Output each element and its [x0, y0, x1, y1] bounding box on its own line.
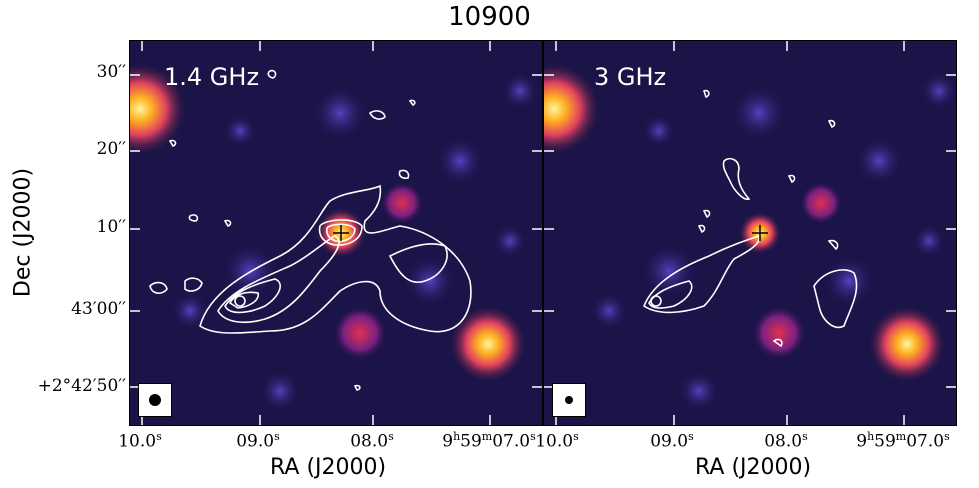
- xtick-label: 9h59m07.0s: [856, 430, 950, 452]
- xtick-label: 10.0s: [118, 430, 162, 452]
- xtick-label: 09.0s: [236, 430, 280, 452]
- panel-label: 3 GHz: [594, 63, 667, 91]
- y-axis-label: Dec (J2000): [10, 167, 36, 298]
- bright-source-bottomright: [448, 304, 528, 384]
- plus-marker-right: [752, 225, 768, 241]
- radio-image-left: [130, 41, 542, 425]
- contours-left: [149, 69, 472, 391]
- xtick-label: 10.0s: [535, 430, 579, 452]
- ytick-label: 20′′: [96, 139, 126, 159]
- x-axis-label-left: RA (J2000): [270, 455, 387, 480]
- plus-marker-left: [333, 225, 349, 241]
- bright-source-topleft: [130, 61, 188, 157]
- ytick-label: 43′00′′: [71, 299, 126, 319]
- beam-indicator: [138, 383, 172, 417]
- contours-right: [643, 89, 858, 348]
- ytick-label: +2°42′50′′: [37, 376, 126, 396]
- bright-source-topleft: [544, 61, 602, 157]
- ytick-label: 30′′: [96, 62, 126, 82]
- beam-ellipse: [149, 394, 161, 406]
- bright-source-bottomright: [867, 304, 947, 384]
- panel-label: 1.4 GHz: [164, 63, 260, 91]
- figure-title: 10900: [448, 2, 531, 32]
- beam-ellipse: [565, 396, 573, 404]
- ytick-label: 10′′: [96, 217, 126, 237]
- x-axis-label-right: RA (J2000): [695, 455, 812, 480]
- xtick-label: 09.0s: [650, 430, 694, 452]
- panel-1-4ghz: 1.4 GHz: [129, 40, 543, 426]
- xtick-label: 9h59m07.0s: [442, 430, 536, 452]
- radio-image-right: [544, 41, 956, 425]
- xtick-label: 08.0s: [350, 430, 394, 452]
- xtick-label: 08.0s: [764, 430, 808, 452]
- beam-indicator: [552, 383, 586, 417]
- panel-3ghz: 3 GHz: [543, 40, 957, 426]
